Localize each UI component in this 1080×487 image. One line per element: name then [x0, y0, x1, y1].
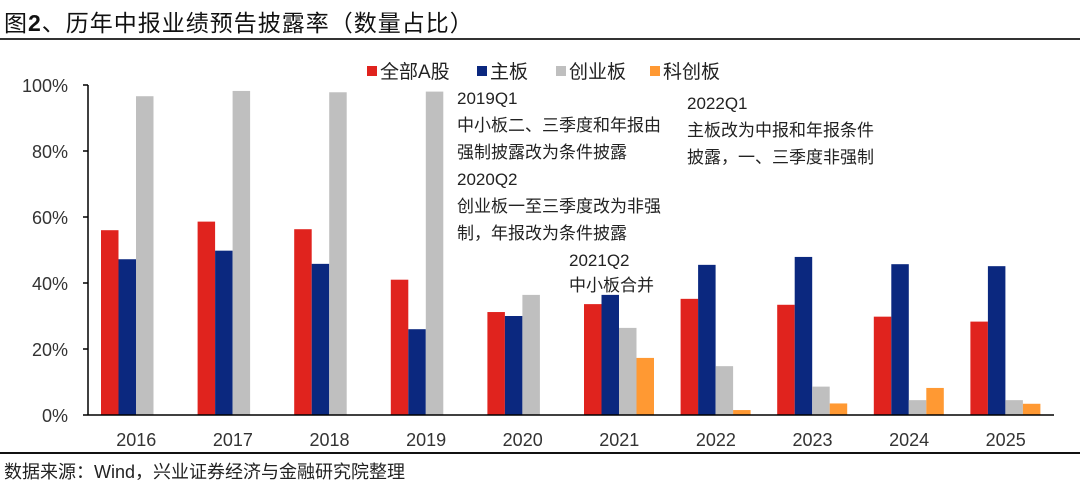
annotation-line: 2019Q1: [457, 89, 518, 108]
bar-2018-1: [311, 263, 330, 415]
annotation-line: 2020Q2: [457, 170, 518, 189]
bar-2018-2: [329, 92, 347, 415]
bar-2020-2: [522, 294, 540, 415]
x-tick-label: 2020: [503, 430, 543, 450]
bar-2023-2: [812, 386, 830, 415]
bar-2023-1: [794, 256, 813, 415]
annotation-line: 中小板二、三季度和年报由: [457, 116, 661, 135]
source-note: 数据来源：Wind，兴业证券经济与金融研究院整理: [4, 462, 406, 482]
legend-label: 科创板: [663, 61, 720, 83]
legend-label: 主板: [490, 61, 528, 83]
annotation-line: 2021Q2: [569, 251, 630, 270]
legend-swatch: [650, 66, 660, 76]
y-tick-label: 20%: [32, 340, 68, 360]
x-tick-label: 2022: [696, 430, 736, 450]
y-tick-label: 100%: [22, 76, 68, 96]
x-tick-label: 2018: [309, 430, 349, 450]
annotation-line: 制，年报改为条件披露: [457, 224, 627, 243]
bar-2025-3: [1022, 403, 1041, 415]
bar-2016-1: [118, 259, 136, 415]
bar-2021-1: [601, 294, 619, 415]
bar-2025-0: [970, 321, 988, 415]
x-tick-label: 2017: [213, 430, 253, 450]
annotation-line: 创业板一至三季度改为非强: [457, 197, 661, 216]
y-tick-label: 60%: [32, 208, 68, 228]
x-tick-label: 2016: [116, 430, 156, 450]
legend-label: 创业板: [569, 61, 626, 83]
y-tick-label: 0%: [42, 406, 68, 426]
x-tick-label: 2023: [792, 430, 832, 450]
bar-2024-2: [908, 400, 927, 415]
bar-2024-0: [873, 316, 892, 415]
footer-divider: [0, 452, 1080, 454]
bar-2023-3: [829, 403, 848, 415]
legend: 全部A股 主板 创业板 科创板: [367, 61, 720, 83]
bar-chart: 0%20%40%60%80%100% 2016 2017 2018 2019 2020 2…: [22, 61, 1054, 450]
annotation-line: 披露，一、三季度非强制: [687, 148, 874, 167]
bar-2024-1: [891, 264, 909, 415]
bar-2016-0: [101, 230, 119, 415]
bar-2018-0: [294, 229, 312, 415]
bar-2023-0: [777, 304, 795, 415]
bar-2017-0: [197, 221, 216, 415]
y-tick-label: 40%: [32, 274, 68, 294]
annotation-line: 主板改为中报和年报条件: [687, 121, 874, 140]
bar-2017-1: [215, 250, 233, 415]
annotation-line: 2022Q1: [687, 94, 748, 113]
bar-2019-2: [425, 91, 444, 415]
annotation-line: 中小板合并: [569, 276, 654, 295]
bar-2020-0: [487, 312, 505, 415]
x-tick-label: 2024: [889, 430, 929, 450]
bar-2022-2: [715, 366, 734, 415]
bar-2025-2: [1005, 400, 1023, 415]
bar-2019-1: [408, 329, 426, 415]
bar-2020-1: [504, 316, 523, 415]
x-tick-label: 2021: [599, 430, 639, 450]
x-tick-label: 2019: [406, 430, 446, 450]
bar-2021-3: [636, 357, 654, 415]
bar-2022-0: [680, 298, 699, 415]
title-text: 、历年中报业绩预告披露率（数量占比）: [41, 10, 474, 36]
legend-swatch: [367, 66, 377, 76]
bar-2017-2: [232, 90, 251, 415]
y-tick-label: 80%: [32, 142, 68, 162]
legend-swatch: [477, 66, 487, 76]
bar-2022-1: [698, 264, 716, 415]
bar-2025-1: [987, 266, 1006, 415]
bar-2021-2: [619, 327, 637, 415]
y-ticks: 0% 20% 40% 60% 80% 100%: [22, 76, 88, 426]
title-divider: [0, 38, 1080, 40]
bar-2021-0: [584, 304, 602, 415]
bar-2016-2: [136, 96, 154, 415]
title-number: 2: [28, 10, 42, 36]
x-ticks: 2016 2017 2018 2019 2020 2021 2022 2023 2024 2025: [116, 430, 1025, 450]
bar-2022-3: [733, 410, 751, 415]
legend-label: 全部A股: [380, 61, 450, 83]
title-prefix: 图: [4, 10, 28, 36]
legend-swatch: [556, 66, 566, 76]
chart-title: 图2、历年中报业绩预告披露率（数量占比）: [4, 4, 474, 38]
x-tick-label: 2025: [986, 430, 1026, 450]
bar-2024-3: [926, 387, 944, 415]
bars-layer: [101, 90, 1041, 415]
bar-2019-0: [390, 279, 409, 415]
annotation-line: 强制披露改为条件披露: [457, 143, 627, 162]
